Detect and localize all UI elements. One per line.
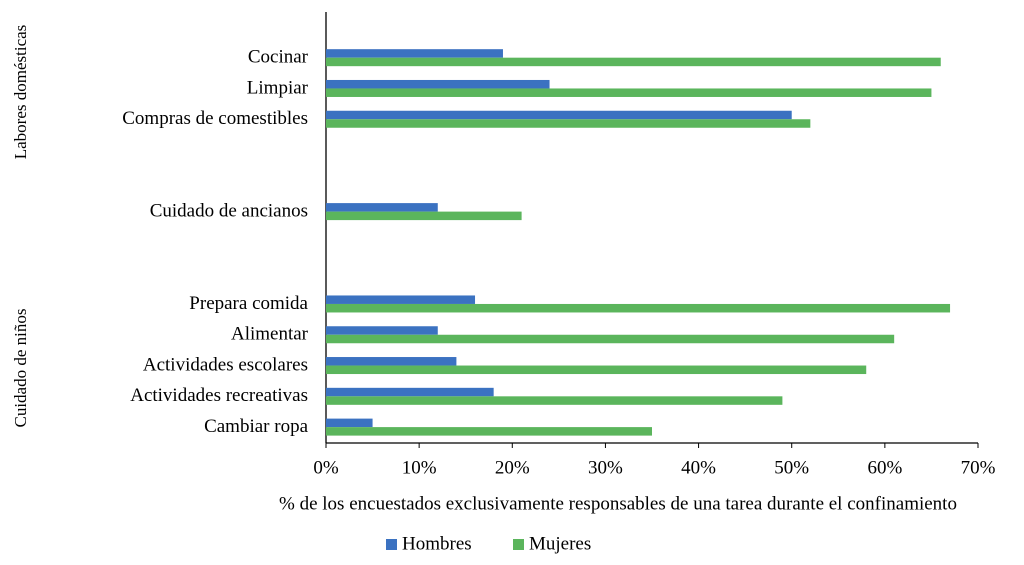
bar (326, 418, 373, 428)
bar (326, 334, 895, 344)
y-tick-label: Limpiar (247, 77, 309, 98)
group-label: Labores domésticas (11, 25, 30, 160)
bar (326, 57, 941, 67)
group-label: Cuidado de niños (11, 309, 30, 428)
y-tick-label: Cambiar ropa (204, 416, 309, 437)
y-tick-label: Compras de comestibles (122, 108, 308, 129)
x-tick-label: 50% (774, 457, 809, 478)
legend-swatch (513, 539, 524, 550)
bar (326, 295, 476, 304)
bar (326, 396, 783, 405)
y-tick-label: Actividades escolares (143, 354, 308, 375)
x-tick-label: 70% (961, 457, 996, 478)
x-tick-label: 0% (313, 457, 339, 478)
bar (326, 427, 652, 436)
bar (326, 110, 792, 120)
legend-label: Mujeres (529, 533, 591, 554)
x-tick-label: 60% (867, 457, 902, 478)
x-tick-label: 10% (402, 457, 437, 478)
legend-label: Hombres (402, 533, 472, 554)
bar (326, 326, 438, 335)
bar (326, 79, 550, 89)
bar (326, 211, 522, 221)
bar (326, 119, 811, 128)
bar (326, 88, 932, 97)
y-tick-label: Cocinar (248, 47, 309, 68)
x-tick-label: 20% (495, 457, 530, 478)
y-tick-label: Alimentar (231, 324, 309, 345)
x-axis-label: % de los encuestados exclusivamente resp… (279, 493, 957, 514)
x-tick-label: 30% (588, 457, 623, 478)
y-tick-label: Actividades recreativas (130, 385, 308, 406)
y-tick-label: Prepara comida (189, 293, 308, 314)
bar (326, 49, 503, 58)
bar (326, 357, 457, 366)
bar (326, 387, 494, 397)
y-tick-label: Cuidado de ancianos (150, 200, 308, 221)
legend-swatch (386, 539, 397, 550)
x-tick-label: 40% (681, 457, 716, 478)
bar (326, 365, 867, 375)
bar (326, 303, 951, 313)
bar (326, 203, 438, 212)
